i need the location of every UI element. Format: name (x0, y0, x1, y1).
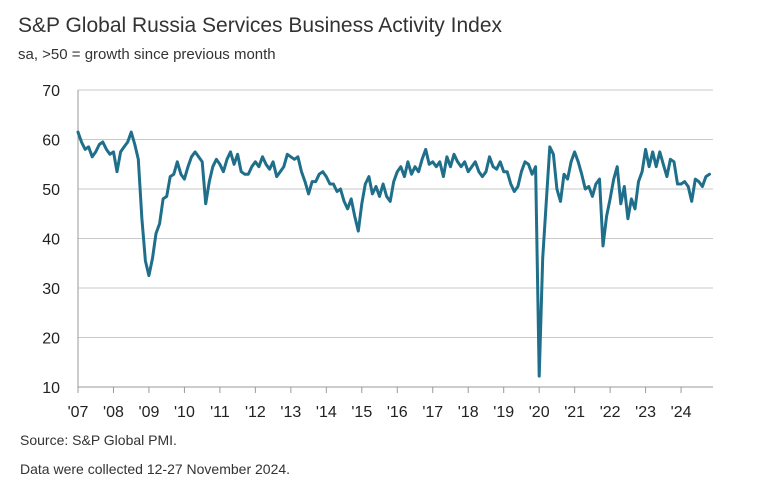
x-tick-label: '24 (671, 404, 692, 421)
x-tick-label: '17 (422, 404, 443, 421)
x-tick-label: '10 (174, 404, 195, 421)
source-note: Source: S&P Global PMI. (20, 432, 177, 448)
x-tick-label: '11 (210, 404, 230, 421)
x-tick-label: '14 (316, 404, 337, 421)
y-tick-label: 30 (42, 281, 60, 298)
chart-subtitle: sa, >50 = growth since previous month (18, 46, 276, 63)
x-tick-label: '18 (458, 404, 479, 421)
x-tick-label: '22 (600, 404, 621, 421)
y-tick-label: 20 (42, 331, 60, 348)
x-tick-label: '09 (139, 404, 160, 421)
x-tick-label: '20 (529, 404, 550, 421)
x-tick-label: '19 (493, 404, 514, 421)
x-tick-label: '07 (68, 404, 89, 421)
x-tick-label: '21 (564, 404, 585, 421)
y-tick-label: 50 (42, 182, 60, 199)
x-tick-label: '23 (635, 404, 656, 421)
x-tick-label: '16 (387, 404, 408, 421)
series-line (76, 130, 711, 378)
x-tick-label: '08 (103, 404, 124, 421)
y-tick-label: 60 (42, 133, 60, 150)
x-tick-label: '15 (351, 404, 372, 421)
chart-title: S&P Global Russia Services Business Acti… (18, 14, 502, 37)
y-tick-label: 70 (42, 83, 60, 100)
y-tick-label: 10 (42, 380, 60, 397)
y-tick-label: 40 (42, 232, 60, 249)
line-chart: 10 20 30 40 50 60 70 '07 '08 '09 '10 '11 '12 '13 '14 '1… (42, 83, 713, 421)
x-tick-label: '12 (245, 404, 266, 421)
collection-note: Data were collected 12-27 November 2024. (20, 461, 291, 477)
x-tick-label: '13 (280, 404, 301, 421)
